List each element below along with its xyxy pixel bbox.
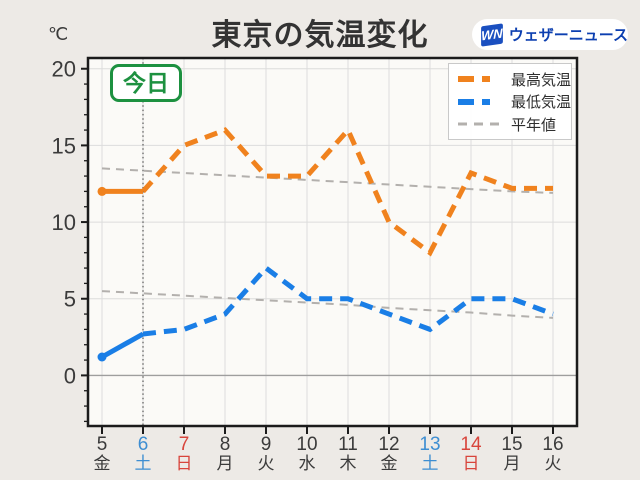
legend-item: 最低気温: [457, 91, 571, 112]
x-date-label: 14: [460, 434, 482, 455]
x-date-label: 12: [378, 434, 399, 455]
legend-label: 最高気温: [511, 71, 572, 89]
legend-item: 最高気温: [457, 69, 571, 90]
x-date-label: 7: [179, 434, 190, 455]
x-weekday-label: 火: [545, 454, 562, 473]
max-temp-line-forecast: [141, 125, 553, 257]
x-weekday-label: 木: [340, 454, 357, 473]
y-tick-label: 0: [64, 363, 76, 388]
weathernews-logo-text: ウェザーニュース: [508, 27, 628, 44]
wn-logo-icon: WN: [481, 22, 503, 47]
today-badge: 今日: [110, 64, 182, 102]
y-axis-unit-label: ℃: [48, 24, 69, 44]
y-tick-label: 10: [52, 210, 76, 235]
x-weekday-label: 月: [217, 454, 234, 473]
x-weekday-label: 月: [504, 454, 521, 473]
x-date-label: 5: [97, 434, 108, 455]
legend-swatch-icon: [458, 98, 502, 105]
weathernews-logo: WN ウェザーニュース: [472, 19, 628, 50]
x-date-label: 6: [138, 434, 149, 455]
x-date-label: 11: [338, 434, 358, 455]
y-tick-label: 15: [52, 133, 76, 158]
normal-line: [101, 167, 554, 194]
x-weekday-label: 土: [422, 454, 439, 473]
legend-swatch-icon: [458, 122, 502, 126]
min-temp-line-observed: [100, 331, 145, 360]
y-tick-label: 20: [52, 57, 76, 82]
x-date-label: 8: [220, 434, 231, 455]
x-weekday-label: 水: [299, 454, 316, 473]
plot-frame: [86, 56, 579, 428]
legend: 最高気温最低気温平年値: [448, 63, 572, 140]
legend-label: 最低気温: [511, 94, 572, 111]
x-date-label: 15: [501, 434, 522, 455]
legend-swatch-icon: [458, 76, 502, 82]
min-temp-line-forecast: [142, 264, 554, 337]
x-weekday-label: 土: [135, 454, 152, 473]
x-weekday-label: 日: [463, 454, 480, 473]
x-weekday-label: 金: [381, 454, 398, 473]
x-weekday-label: 火: [258, 454, 275, 473]
x-date-label: 13: [419, 434, 440, 455]
page-title: 東京の気温変化: [211, 19, 429, 52]
y-tick-label: 5: [64, 287, 76, 312]
x-date-label: 10: [296, 434, 317, 455]
x-date-label: 9: [261, 434, 272, 455]
legend-label: 平年値: [511, 116, 557, 134]
legend-item: 平年値: [457, 114, 563, 135]
x-weekday-label: 金: [94, 454, 111, 473]
x-weekday-label: 日: [176, 454, 193, 473]
x-date-label: 16: [542, 434, 563, 455]
normal-line: [101, 290, 554, 319]
